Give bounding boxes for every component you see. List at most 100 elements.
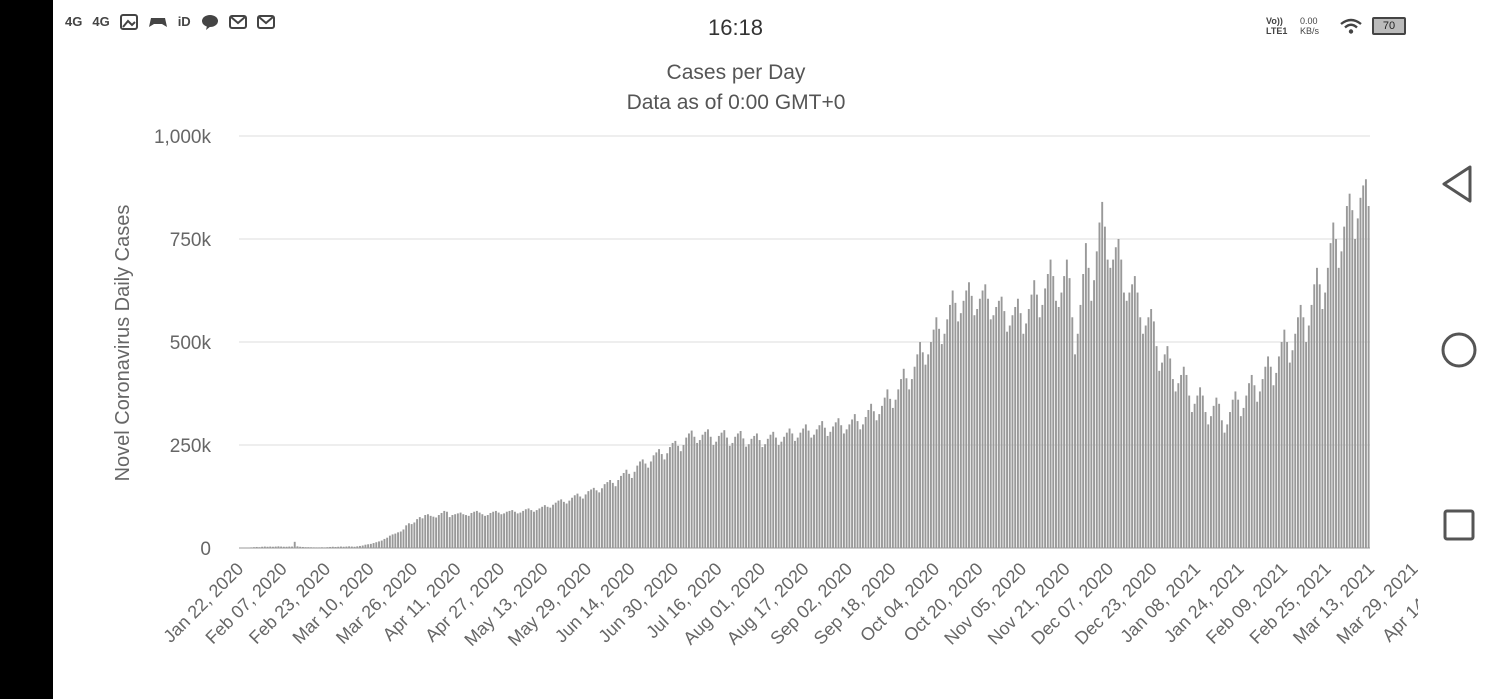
- bar: [992, 315, 995, 548]
- bar: [927, 354, 930, 548]
- bar: [622, 473, 625, 548]
- bar: [734, 436, 737, 548]
- game-icon: [148, 18, 167, 27]
- bar: [1196, 395, 1199, 548]
- bar: [900, 379, 902, 548]
- bar: [554, 502, 557, 548]
- bar: [1310, 304, 1313, 548]
- y-tick-label: 0: [200, 539, 211, 560]
- bars: [239, 179, 1370, 549]
- bar: [342, 546, 345, 548]
- bar: [1109, 267, 1112, 548]
- bar: [508, 510, 511, 548]
- bar: [959, 313, 962, 548]
- bar: [889, 398, 892, 548]
- bar: [780, 441, 783, 548]
- bar: [791, 433, 794, 548]
- bar: [467, 515, 470, 548]
- bar: [1177, 383, 1180, 548]
- bar: [1158, 370, 1161, 548]
- bar: [1166, 346, 1169, 548]
- bar: [552, 504, 554, 548]
- bar: [315, 547, 318, 548]
- bar: [987, 298, 989, 548]
- bar: [1033, 280, 1036, 548]
- bar: [764, 444, 767, 548]
- bar: [698, 440, 701, 548]
- bar: [978, 298, 981, 548]
- bar: [845, 429, 848, 548]
- bar: [320, 547, 323, 548]
- bar: [799, 432, 802, 548]
- bar: [263, 546, 266, 548]
- home-icon[interactable]: [1438, 329, 1480, 371]
- bar: [938, 328, 941, 548]
- bar: [1169, 358, 1172, 548]
- bar: [674, 440, 677, 548]
- bar: [1237, 399, 1240, 548]
- bar: [388, 535, 391, 548]
- bar: [1329, 243, 1332, 548]
- bar: [894, 399, 897, 548]
- bar: [323, 547, 326, 548]
- bar: [690, 430, 693, 548]
- bar: [399, 531, 402, 548]
- bar: [1125, 300, 1128, 548]
- bar: [611, 482, 614, 548]
- bar: [535, 510, 538, 548]
- bar: [639, 461, 641, 548]
- bar: [1000, 296, 1003, 548]
- bar: [394, 533, 397, 548]
- bar: [949, 304, 951, 548]
- bar: [1286, 342, 1289, 548]
- bar: [1003, 311, 1006, 548]
- bar: [405, 525, 408, 548]
- bar: [1112, 259, 1115, 548]
- bar: [908, 389, 911, 548]
- bar: [1321, 309, 1324, 548]
- mail-icon: [228, 15, 247, 29]
- bar: [407, 523, 410, 548]
- y-tick-label: 250k: [170, 436, 212, 457]
- bar: [285, 546, 288, 548]
- bar: [568, 500, 571, 548]
- bar: [353, 546, 356, 548]
- bar: [940, 344, 943, 548]
- bar: [1288, 362, 1291, 548]
- bar: [274, 546, 277, 548]
- bar: [954, 302, 957, 548]
- bar: [671, 442, 674, 548]
- bar: [837, 418, 840, 548]
- bar: [742, 438, 745, 548]
- bar: [891, 407, 894, 548]
- bar: [919, 342, 921, 548]
- bar: [1014, 306, 1017, 548]
- bar: [886, 389, 889, 548]
- bar: [470, 512, 473, 548]
- bar: [1250, 374, 1253, 548]
- bar: [1084, 243, 1087, 548]
- bar: [745, 446, 747, 548]
- bar: [717, 435, 720, 548]
- cases-chart: Cases per Day Data as of 0:00 GMT+0 Nove…: [112, 61, 1418, 650]
- bar: [1193, 403, 1196, 548]
- bar: [451, 515, 454, 548]
- bar: [549, 507, 552, 548]
- back-icon[interactable]: [1438, 163, 1480, 205]
- bar: [1052, 276, 1055, 548]
- bar: [418, 517, 421, 548]
- bar: [505, 511, 508, 548]
- bar: [448, 517, 451, 548]
- bar: [318, 547, 321, 548]
- bar: [584, 494, 587, 548]
- bar: [753, 435, 756, 548]
- bar: [541, 506, 544, 548]
- network-speed: 0.00 KB/s: [1300, 16, 1320, 36]
- bar: [1161, 362, 1163, 548]
- bar: [929, 342, 932, 548]
- bar: [562, 501, 565, 548]
- bar: [473, 511, 476, 548]
- bar: [720, 432, 723, 548]
- recents-icon[interactable]: [1438, 504, 1480, 546]
